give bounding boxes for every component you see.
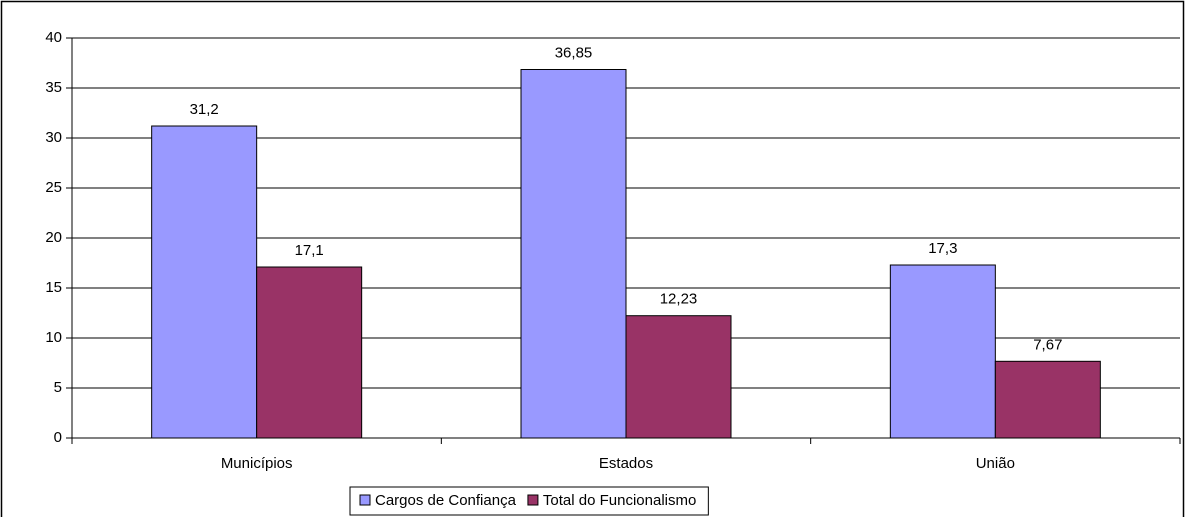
y-tick-label: 15	[45, 279, 62, 296]
y-tick-label: 35	[45, 79, 62, 96]
y-tick-label: 20	[45, 229, 62, 246]
legend-label: Cargos de Confiança	[375, 492, 517, 509]
y-tick-label: 0	[54, 429, 62, 446]
value-label: 17,1	[295, 242, 324, 259]
y-tick-label: 25	[45, 179, 62, 196]
bar	[520, 69, 627, 439]
bar	[889, 264, 996, 439]
value-label: 36,85	[555, 44, 593, 61]
legend-swatch	[359, 494, 371, 506]
legend-label: Total do Funcionalismo	[543, 492, 696, 509]
value-label: 17,3	[928, 240, 957, 257]
bar	[994, 360, 1101, 439]
value-label: 12,23	[660, 291, 698, 308]
bar	[256, 266, 363, 439]
value-label: 31,2	[190, 101, 219, 118]
y-tick-label: 5	[54, 379, 62, 396]
x-tick-label: União	[976, 455, 1015, 472]
y-tick-label: 40	[45, 29, 62, 46]
legend-swatch	[527, 494, 539, 506]
bar	[625, 315, 732, 439]
bar	[151, 125, 258, 439]
value-label: 7,67	[1033, 336, 1062, 353]
y-tick-label: 30	[45, 129, 62, 146]
x-tick-label: Municípios	[221, 455, 293, 472]
y-tick-label: 10	[45, 329, 62, 346]
x-tick-label: Estados	[599, 455, 653, 472]
